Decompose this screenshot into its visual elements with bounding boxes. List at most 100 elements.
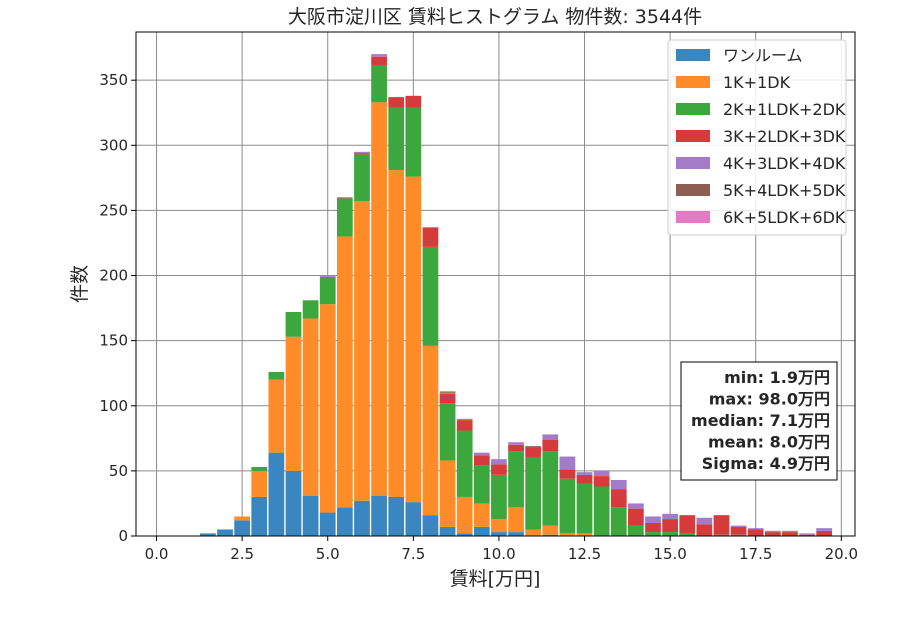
stats-line: median: 7.1万円 xyxy=(691,411,830,430)
bar-segment xyxy=(336,198,353,237)
y-tick-label: 50 xyxy=(109,462,128,480)
bar-segment xyxy=(405,95,422,108)
bar-segment xyxy=(799,534,815,536)
bar-segment xyxy=(491,459,507,465)
legend-label: 3K+2LDK+3DK xyxy=(723,127,846,146)
bar-segment xyxy=(285,336,302,471)
bar-segment xyxy=(354,201,370,501)
bar-segment xyxy=(473,452,490,456)
bar-segment xyxy=(354,151,370,154)
y-tick-label: 0 xyxy=(118,527,128,545)
legend-label: ワンルーム xyxy=(723,46,803,65)
bar-segment xyxy=(764,532,781,536)
bar-segment xyxy=(388,107,405,171)
bar-segment xyxy=(405,502,422,536)
legend-label: 2K+1LDK+2DK xyxy=(723,100,846,119)
chart-title: 大阪市淀川区 賃料ヒストグラム 物件数: 3544件 xyxy=(288,6,702,28)
bar-segment xyxy=(422,246,439,346)
bar-segment xyxy=(336,507,353,536)
bar-segment xyxy=(525,457,542,530)
bar-segment xyxy=(371,65,387,103)
x-axis-ticks: 0.0 2.5 5.0 7.5 10.0 12.5 15.0 17.5 20.0 xyxy=(145,536,858,563)
stats-line: max: 98.0万円 xyxy=(709,390,830,409)
bar-segment xyxy=(388,170,405,497)
x-tick-label: 7.5 xyxy=(401,545,425,563)
bar-segment xyxy=(508,532,524,536)
stats-box: min: 1.9万円 max: 98.0万円 median: 7.1万円 mean: … xyxy=(680,361,838,481)
bar-segment xyxy=(251,496,268,536)
bar-segment xyxy=(542,525,559,535)
bar-segment xyxy=(268,379,285,453)
bar-segment xyxy=(302,318,319,496)
bar-segment xyxy=(816,528,833,531)
bar-segment xyxy=(285,312,302,337)
bar-segment xyxy=(439,460,456,527)
bar-segment xyxy=(473,465,490,504)
bar-segment xyxy=(628,503,644,509)
bar-segment xyxy=(371,56,387,66)
bar-segment xyxy=(319,512,336,536)
bar-segment xyxy=(439,526,456,536)
bar-segment xyxy=(816,530,833,536)
legend-swatch xyxy=(676,76,710,88)
bar-segment xyxy=(234,520,251,536)
x-axis-label: 賃料[万円] xyxy=(450,568,541,590)
bar-segment xyxy=(628,508,644,526)
bar-segment xyxy=(491,519,507,533)
bar-segment xyxy=(371,54,387,57)
bar-segment xyxy=(593,486,610,536)
bar-segment xyxy=(593,476,610,487)
bar-segment xyxy=(610,480,627,490)
bar-segment xyxy=(456,496,473,534)
x-tick-label: 20.0 xyxy=(825,545,858,563)
x-tick-label: 10.0 xyxy=(482,545,515,563)
bar-segment xyxy=(782,530,798,533)
x-tick-label: 12.5 xyxy=(568,545,601,563)
bar-segment xyxy=(628,525,644,536)
bar-segment xyxy=(388,496,405,536)
bar-segment xyxy=(576,533,593,536)
bar-segment xyxy=(388,97,405,108)
y-tick-label: 150 xyxy=(99,332,128,350)
bar-segment xyxy=(559,533,576,536)
stats-line: min: 1.9万円 xyxy=(724,368,830,387)
bar-segment xyxy=(336,197,353,199)
bar-segment xyxy=(730,525,747,527)
bar-segment xyxy=(713,534,730,536)
bar-segment xyxy=(525,529,542,536)
bar-segment xyxy=(456,533,473,536)
bar-segment xyxy=(251,470,268,497)
bar-segment xyxy=(354,500,370,536)
bar-segment xyxy=(456,430,473,497)
bar-segment xyxy=(491,474,507,520)
bar-segment xyxy=(696,517,713,525)
bar-segment xyxy=(268,371,285,380)
bar-segment xyxy=(508,451,524,508)
bar-segment xyxy=(679,533,696,536)
x-tick-label: 5.0 xyxy=(316,545,340,563)
bar-segment xyxy=(645,532,661,536)
bar-segment xyxy=(473,526,490,536)
bar-segment xyxy=(371,495,387,536)
bar-segment xyxy=(730,534,747,536)
bar-segment xyxy=(422,227,439,247)
bar-segment xyxy=(336,236,353,508)
bar-segment xyxy=(610,489,627,508)
legend-swatch xyxy=(676,49,710,61)
bar-segment xyxy=(662,532,678,536)
y-tick-label: 250 xyxy=(99,201,128,219)
bar-segment xyxy=(405,176,422,503)
bar-segment xyxy=(491,464,507,475)
x-tick-label: 17.5 xyxy=(739,545,772,563)
legend-label: 5K+4LDK+5DK xyxy=(723,181,846,200)
bar-segment xyxy=(371,102,387,496)
bar-segment xyxy=(662,519,678,533)
bar-segment xyxy=(439,394,456,404)
legend-swatch xyxy=(676,211,710,223)
plot-frame xyxy=(135,31,856,537)
legend: ワンルーム 1K+1DK 2K+1LDK+2DK 3K+2LDK+3DK 4K+3LDK… xyxy=(667,39,847,236)
bar-segment xyxy=(764,530,781,533)
bar-segment xyxy=(251,466,268,471)
bar-segment xyxy=(645,522,661,533)
